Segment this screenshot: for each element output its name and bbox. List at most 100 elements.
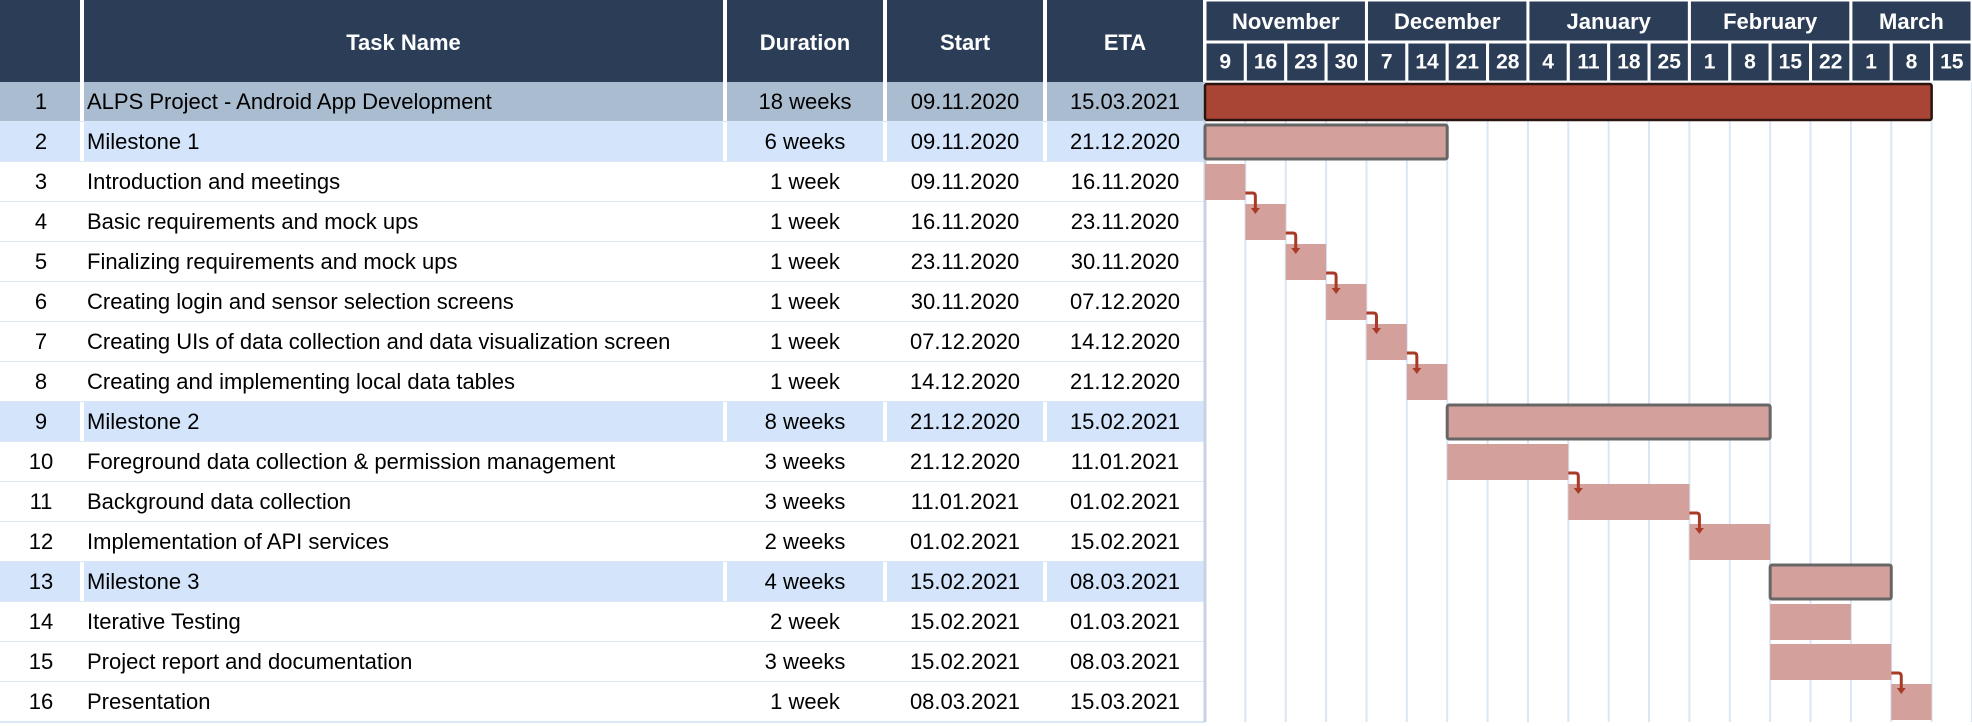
dependency-arrow	[1366, 311, 1378, 329]
task-eta: 23.11.2020	[1071, 209, 1179, 234]
task-name: Finalizing requirements and mock ups	[87, 249, 458, 274]
month-header	[1203, 0, 1368, 44]
task-start: 07.12.2020	[910, 329, 1020, 354]
task-bar	[1366, 324, 1407, 360]
week-header	[1405, 40, 1449, 84]
dependency-arrowhead	[1896, 688, 1906, 694]
week-label: 8	[1744, 51, 1756, 74]
row-number: 13	[29, 569, 53, 594]
row-number: 11	[30, 489, 53, 514]
dependency-arrow	[1689, 511, 1701, 529]
task-name: Milestone 2	[87, 409, 200, 434]
column-header-name: Task Name	[346, 30, 461, 55]
task-name: Creating login and sensor selection scre…	[87, 289, 514, 314]
table-row	[0, 122, 1205, 162]
task-bar	[1285, 244, 1327, 280]
task-start: 21.12.2020	[910, 409, 1020, 434]
task-eta: 08.03.2021	[1070, 649, 1180, 674]
dependency-arrow	[1285, 231, 1298, 249]
task-start: 14.12.2020	[910, 369, 1020, 394]
task-bar	[1205, 164, 1246, 200]
dependency-arrow	[1245, 191, 1257, 209]
week-label: 28	[1496, 51, 1520, 74]
task-start: 11.01.2021	[911, 489, 1019, 514]
task-start: 09.11.2020	[911, 129, 1019, 154]
dependency-arrowhead	[1371, 328, 1381, 334]
task-start: 08.03.2021	[910, 689, 1020, 714]
table-row	[0, 362, 1205, 402]
row-number: 15	[29, 649, 53, 674]
week-header	[1768, 40, 1813, 84]
task-eta: 21.12.2020	[1070, 129, 1180, 154]
column-header-duration: Duration	[760, 30, 850, 55]
dependency-arrowhead	[1694, 528, 1704, 534]
task-bar	[1326, 284, 1367, 320]
week-label: 22	[1819, 51, 1842, 74]
task-eta: 14.12.2020	[1070, 329, 1180, 354]
task-eta: 15.02.2021	[1070, 529, 1180, 554]
week-label: 11	[1577, 51, 1600, 74]
task-eta: 30.11.2020	[1071, 249, 1179, 274]
month-label: November	[1232, 9, 1340, 34]
week-header	[1849, 40, 1893, 84]
week-header	[1930, 40, 1972, 84]
task-eta: 11.01.2021	[1071, 449, 1179, 474]
week-label: 25	[1658, 51, 1682, 74]
header-divider	[80, 0, 84, 82]
month-label: December	[1394, 9, 1501, 34]
task-name: Iterative Testing	[87, 609, 241, 634]
week-label: 21	[1456, 51, 1480, 74]
task-name: Implementation of API services	[87, 529, 389, 554]
task-eta: 15.03.2021	[1070, 689, 1180, 714]
month-label: March	[1879, 9, 1944, 34]
task-duration: 1 week	[770, 369, 841, 394]
row-number: 1	[35, 89, 47, 114]
task-duration: 18 weeks	[759, 89, 852, 114]
task-start: 21.12.2020	[910, 449, 1020, 474]
dependency-arrowhead	[1331, 288, 1341, 294]
dependency-arrow	[1568, 471, 1580, 489]
task-name: Basic requirements and mock ups	[87, 209, 418, 234]
week-header	[1243, 40, 1288, 84]
task-bar	[1689, 524, 1771, 560]
task-name: Milestone 3	[87, 569, 200, 594]
task-duration: 6 weeks	[765, 129, 846, 154]
dependency-arrowhead	[1291, 248, 1301, 254]
row-number: 9	[35, 409, 47, 434]
task-duration: 2 weeks	[765, 529, 846, 554]
task-eta: 07.12.2020	[1070, 289, 1180, 314]
week-label: 8	[1906, 51, 1918, 74]
milestone-bar	[1768, 563, 1893, 601]
task-name: ALPS Project - Android App Development	[87, 89, 492, 114]
task-duration: 1 week	[770, 329, 841, 354]
header-divider	[883, 0, 887, 82]
task-start: 01.02.2021	[910, 529, 1020, 554]
column-header-start: Start	[940, 30, 991, 55]
task-duration: 1 week	[770, 289, 841, 314]
task-start: 09.11.2020	[911, 169, 1019, 194]
dependency-arrowhead	[1412, 368, 1422, 374]
row-number: 3	[35, 169, 47, 194]
task-duration: 3 weeks	[765, 449, 846, 474]
project-bar	[1203, 82, 1933, 122]
task-name: Project report and documentation	[87, 649, 412, 674]
task-duration: 1 week	[770, 249, 841, 274]
task-eta: 15.02.2021	[1070, 409, 1180, 434]
row-number: 4	[35, 209, 47, 234]
task-duration: 1 week	[770, 689, 841, 714]
table-row	[0, 402, 1205, 442]
row-number: 7	[35, 329, 47, 354]
table-row	[0, 82, 1205, 122]
task-name: Creating UIs of data collection and data…	[87, 329, 670, 354]
task-bar	[1770, 644, 1892, 680]
task-start: 15.02.2021	[910, 609, 1020, 634]
task-bar	[1770, 604, 1851, 640]
table-row	[0, 482, 1205, 522]
dependency-arrow	[1406, 351, 1419, 369]
week-label: 1	[1704, 51, 1716, 74]
week-label: 1	[1865, 51, 1877, 74]
gantt-area	[1205, 82, 1972, 722]
task-name: Creating and implementing local data tab…	[87, 369, 515, 394]
row-number: 5	[35, 249, 47, 274]
